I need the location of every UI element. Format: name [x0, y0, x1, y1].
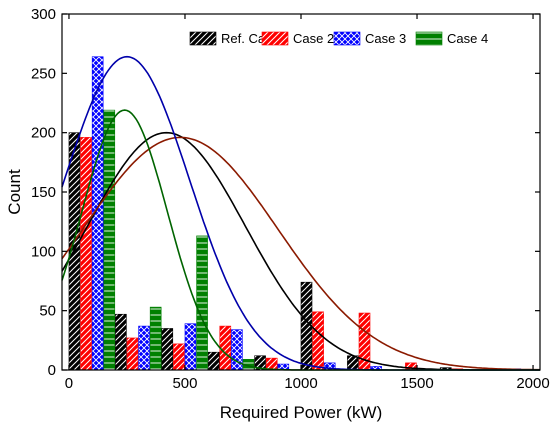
x-tick-label: 500	[172, 375, 197, 392]
bar-case-2-bin-600	[219, 325, 232, 371]
legend-label: Case 3	[365, 31, 406, 46]
fit-curve-case-2	[61, 136, 540, 371]
bars-layer	[68, 56, 522, 371]
bar-case-4-bin-0	[103, 109, 116, 371]
y-tick-label: 200	[31, 125, 56, 142]
bar-ref-case-bin-1200	[347, 355, 359, 371]
legend-label: Case 4	[447, 31, 488, 46]
x-tick-label: 1500	[400, 375, 433, 392]
legend: Ref. Case Case 2 Case 3 Case 4	[189, 31, 488, 46]
bar-case-2-bin-0	[80, 137, 92, 371]
bar-case-2-bin-200	[126, 337, 139, 371]
legend-swatch	[261, 31, 289, 46]
legend-item-case-2: Case 2	[261, 31, 334, 46]
bar-case-3-bin-200	[138, 325, 150, 371]
legend-swatch	[333, 31, 361, 46]
x-tick-label: 1000	[284, 375, 317, 392]
legend-item-case-3: Case 3	[333, 31, 406, 46]
bar-case-2-bin-400	[173, 343, 185, 371]
bar-case-4-bin-400	[196, 235, 208, 371]
bar-case-4-bin-200	[149, 306, 162, 371]
x-tick-label: 0	[65, 375, 73, 392]
y-tick-label: 250	[31, 65, 56, 82]
bar-ref-case-bin-600	[207, 351, 220, 371]
x-tick-label: 2000	[516, 375, 549, 392]
y-tick-label: 300	[31, 6, 56, 23]
y-axis-label: Count	[5, 169, 24, 215]
bar-case-3-bin-400	[184, 323, 197, 371]
bar-ref-case-bin-400	[161, 328, 174, 371]
bar-case-2-bin-800	[265, 357, 278, 371]
y-tick-label: 100	[31, 243, 56, 260]
legend-swatch	[189, 31, 217, 46]
legend-label: Case 2	[293, 31, 334, 46]
legend-item-case-4: Case 4	[415, 31, 488, 46]
ticks-layer: 0 500 1000 1500 2000 0 50 100 150 200 250 300	[31, 6, 550, 392]
bar-case-2-bin-1000	[312, 311, 324, 371]
y-tick-label: 0	[48, 362, 56, 379]
bar-ref-case-bin-200	[115, 313, 127, 371]
y-tick-label: 50	[39, 303, 56, 320]
y-tick-label: 150	[31, 184, 56, 201]
x-axis-label: Required Power (kW)	[220, 403, 383, 422]
legend-swatch	[415, 31, 443, 46]
